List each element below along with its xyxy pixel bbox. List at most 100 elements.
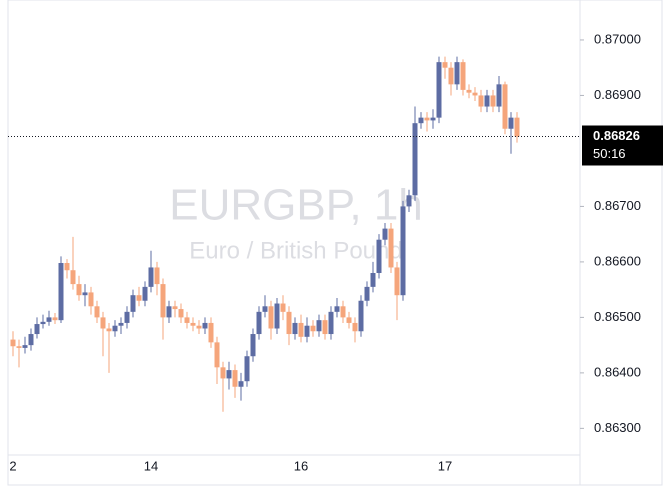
- candle-body: [406, 195, 412, 207]
- candle-body: [16, 346, 22, 348]
- candle-body: [358, 300, 364, 332]
- candle-body: [172, 306, 178, 310]
- candle-body: [244, 356, 250, 382]
- candle-body: [64, 263, 70, 271]
- candle-body: [226, 370, 232, 379]
- candle-body: [232, 370, 238, 387]
- candle-body: [370, 273, 376, 287]
- candle-body: [316, 320, 322, 332]
- last-price-box: [582, 125, 663, 166]
- candle-body: [106, 328, 112, 332]
- candle-body: [238, 381, 244, 387]
- candle-body: [298, 322, 304, 337]
- candle-body: [148, 267, 154, 287]
- candle-body: [76, 284, 82, 296]
- candle-body: [250, 334, 256, 357]
- countdown-label: 50:16: [593, 146, 626, 161]
- candle-body: [124, 311, 130, 323]
- candle-body: [502, 84, 508, 129]
- candle-body: [352, 322, 358, 332]
- candle-body: [178, 309, 184, 318]
- candle-body: [142, 286, 148, 301]
- candle-body: [184, 317, 190, 323]
- candle-body: [40, 321, 46, 325]
- candle-body: [190, 322, 196, 326]
- candle-body: [400, 206, 406, 296]
- candle-body: [454, 62, 460, 85]
- candle-body: [286, 311, 292, 335]
- candle-body: [196, 325, 202, 329]
- candle-body: [442, 62, 448, 68]
- candle-body: [472, 92, 478, 96]
- last-price-label: 0.86826: [593, 128, 640, 143]
- candle-body: [436, 62, 442, 118]
- candle-body: [70, 270, 76, 285]
- y-tick-label: 0.86500: [594, 309, 641, 324]
- candle-body: [424, 117, 430, 121]
- candle-body: [202, 322, 208, 329]
- x-tick-label: 14: [144, 458, 158, 473]
- candle-body: [100, 317, 106, 329]
- candle-body: [34, 324, 40, 335]
- y-tick-label: 0.86400: [594, 364, 641, 379]
- candle-body: [46, 317, 52, 322]
- candle-body: [346, 317, 352, 323]
- candle-body: [382, 228, 388, 240]
- x-tick-label: 17: [438, 458, 452, 473]
- candle-body: [490, 95, 496, 107]
- candle-body: [334, 306, 340, 312]
- candle-body: [208, 322, 214, 343]
- candle-body: [58, 263, 64, 321]
- candle-body: [292, 322, 298, 335]
- candle-body: [262, 306, 268, 312]
- candle-body: [394, 267, 400, 296]
- candle-body: [166, 306, 172, 318]
- candle-body: [154, 267, 160, 285]
- watermark-subtitle: Euro / British Pound: [189, 237, 402, 264]
- candle-body: [28, 334, 34, 346]
- candle-body: [478, 95, 484, 107]
- candle-body: [136, 295, 142, 301]
- candle-body: [52, 317, 58, 321]
- chart-frame: [7, 0, 663, 486]
- candle-body: [280, 303, 286, 312]
- candle-body: [364, 286, 370, 301]
- watermark-title: EURGBP, 1h: [169, 181, 423, 230]
- x-tick-label: 2: [9, 458, 16, 473]
- candle-body: [514, 117, 520, 137]
- candle-body: [82, 292, 88, 296]
- candle-body: [88, 292, 94, 307]
- y-tick-label: 0.86300: [594, 420, 641, 435]
- candle-body: [310, 325, 316, 332]
- candle-body: [508, 117, 514, 129]
- candle-body: [412, 123, 418, 196]
- candle-body: [388, 228, 394, 268]
- candle-body: [256, 311, 262, 335]
- candle-body: [460, 62, 466, 90]
- candle-body: [10, 339, 16, 347]
- candle-body: [430, 117, 436, 121]
- candle-body: [466, 89, 472, 93]
- candle-body: [340, 306, 346, 318]
- candle-body: [22, 345, 28, 348]
- y-tick-label: 0.86700: [594, 198, 641, 213]
- y-tick-label: 0.87000: [594, 31, 641, 46]
- candle-body: [328, 311, 334, 335]
- candle-body: [484, 95, 490, 107]
- y-tick-label: 0.86600: [594, 253, 641, 268]
- candle-body: [418, 117, 424, 124]
- candle-body: [496, 84, 502, 107]
- candle-body: [214, 342, 220, 368]
- candle-body: [304, 325, 310, 337]
- candle-body: [112, 325, 118, 332]
- candle-body: [130, 295, 136, 312]
- candle-body: [94, 306, 100, 318]
- candle-body: [118, 322, 124, 326]
- y-tick-label: 0.86900: [594, 87, 641, 102]
- x-tick-label: 16: [294, 458, 308, 473]
- candle-body: [376, 239, 382, 273]
- candle-body: [448, 67, 454, 85]
- candle-body: [322, 320, 328, 335]
- candle-body: [220, 367, 226, 379]
